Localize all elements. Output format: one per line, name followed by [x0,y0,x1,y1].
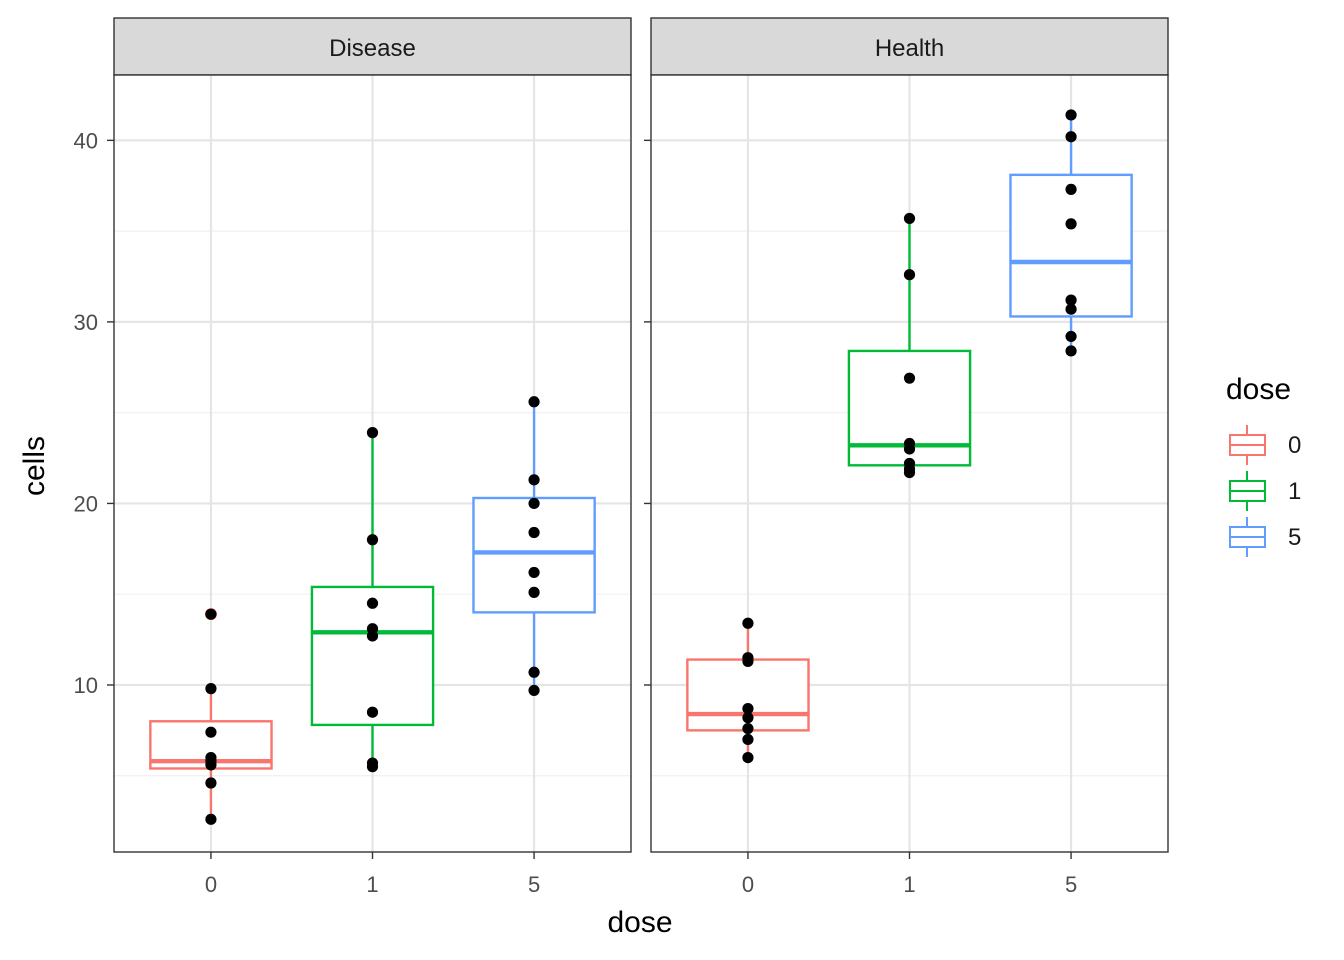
box-health-dose-0 [686,617,810,764]
box-iqr [1009,173,1133,318]
x-tick-label: 5 [1065,872,1077,897]
legend-items: 0 1 5 [1229,425,1301,557]
data-point [528,396,540,408]
y-tick-label: 20 [74,491,98,516]
data-point [742,655,754,667]
data-point [1065,183,1077,195]
data-point [903,372,916,384]
data-point [366,761,379,773]
x-tick-label: 0 [742,872,754,897]
facet-strip [113,17,632,76]
y-tick-label: 30 [74,310,98,335]
data-point [205,683,217,695]
x-tick-label: 1 [366,872,378,897]
data-point [528,684,540,697]
legend-title: dose [1226,373,1291,406]
data-point [742,722,754,735]
data-point [903,466,916,479]
facet-strip-label: Health [875,35,944,62]
legend-label: 0 [1288,432,1301,459]
box-iqr [310,585,435,727]
box-disease-dose-5 [472,396,596,697]
data-point [528,474,540,486]
legend-item-5: 5 [1229,517,1301,557]
y-tick-label: 10 [74,673,98,698]
data-point [205,759,217,771]
data-point [528,586,540,598]
data-point [366,706,379,718]
data-point [366,597,379,609]
data-point [1065,303,1077,315]
y-axis: 10 20 30 40 [74,128,98,698]
data-point [742,617,754,629]
data-point [742,712,754,724]
facet-strip-label: Disease [329,35,416,62]
data-point [205,777,217,789]
box-health-dose-1 [847,212,972,479]
box-disease-dose-1 [310,427,435,773]
x-axis-title: dose [607,906,672,939]
x-tick-label: 5 [528,872,540,897]
facet-panel-disease: Disease 0 1 5 [107,17,632,897]
data-point [1065,218,1077,230]
legend-label: 1 [1288,478,1301,505]
y-tick-label: 40 [74,128,98,153]
facet-strip [650,17,1169,76]
data-point [205,726,217,738]
data-point [205,813,217,825]
data-point [1065,330,1077,343]
legend: dose 0 1 5 [1226,373,1301,557]
facet-panels: Disease 0 1 5 Health 0 1 5 [107,17,1169,897]
data-point [366,630,379,642]
data-point [366,534,379,546]
legend-label: 5 [1288,524,1301,551]
data-point [528,497,540,510]
data-point [903,212,916,225]
data-point [528,566,540,579]
data-point [1065,131,1077,143]
data-point [528,666,540,678]
y-axis-title: cells [18,436,51,496]
data-point [1065,345,1077,357]
data-point [742,751,754,764]
facet-panel-health: Health 0 1 5 [644,17,1169,897]
data-point [528,526,540,539]
legend-item-0: 0 [1229,425,1301,465]
x-tick-label: 1 [903,872,915,897]
data-point [366,427,379,439]
data-point [1065,294,1077,306]
x-tick-label: 0 [205,872,217,897]
legend-item-1: 1 [1229,471,1301,511]
data-point [742,733,754,746]
box-health-dose-5 [1009,109,1133,357]
box-disease-dose-0 [149,608,273,825]
data-point [205,608,217,620]
data-point [903,269,916,281]
data-point [903,443,916,455]
data-point [1065,109,1077,121]
data-point [742,702,754,715]
